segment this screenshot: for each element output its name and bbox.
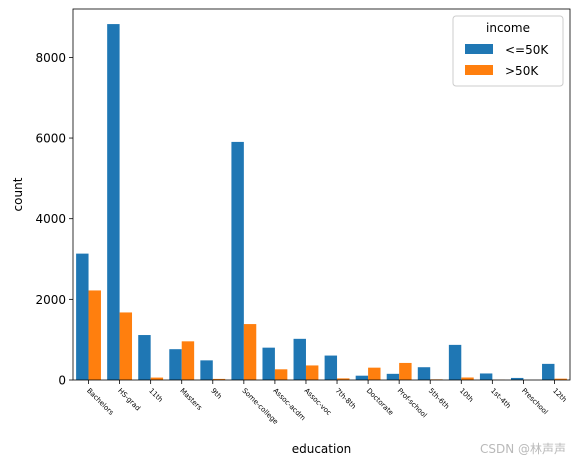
y-tick-label: 2000 — [35, 293, 66, 307]
bar-12th-le50k — [542, 363, 555, 380]
bar-10th-gt50k — [461, 377, 474, 380]
x-tick-label: Masters — [178, 387, 203, 412]
x-tick-label: 5th-6th — [427, 387, 451, 411]
bar-Doctorate-gt50k — [368, 367, 381, 380]
bar-Prof-school-le50k — [386, 373, 400, 380]
bar-HS-grad-gt50k — [119, 312, 133, 380]
y-tick-label: 0 — [58, 374, 66, 388]
bar-Prof-school-gt50k — [399, 362, 412, 380]
bar-12th-gt50k — [554, 378, 567, 380]
x-axis: Bachelors HS-grad 11th Masters 9th Some-colle… — [85, 380, 568, 426]
bar-Assoc-voc-gt50k — [305, 365, 319, 380]
bar-7th-8th-le50k — [324, 355, 338, 380]
bar-Some-college-le50k — [231, 141, 244, 380]
x-axis-label: education — [292, 442, 352, 456]
x-tick-label: 7th-8th — [334, 387, 358, 411]
bar-1st-4th-le50k — [479, 373, 493, 380]
y-tick-label: 6000 — [35, 132, 66, 146]
bar-Doctorate-le50k — [355, 375, 369, 380]
bar-Assoc-acdm-gt50k — [274, 369, 288, 380]
legend-swatch — [465, 44, 493, 54]
x-tick-label: 10th — [458, 387, 475, 404]
bar-Masters-gt50k — [181, 341, 195, 380]
legend-label: <=50K — [505, 43, 549, 57]
bar-Bachelors-le50k — [76, 253, 89, 380]
y-tick-label: 4000 — [35, 212, 66, 226]
bar-10th-le50k — [448, 344, 462, 380]
legend-title: income — [486, 21, 530, 35]
x-tick-label: Doctorate — [365, 387, 395, 417]
bar-5th-6th-le50k — [417, 367, 431, 380]
bar-7th-8th-gt50k — [337, 378, 350, 380]
x-tick-label: 1st-4th — [489, 387, 512, 410]
y-tick-label: 8000 — [35, 51, 66, 65]
bar-Bachelors-gt50k — [88, 290, 101, 380]
bar-9th-gt50k — [212, 378, 226, 380]
x-tick-label: Prof-school — [396, 387, 429, 420]
bar-HS-grad-le50k — [107, 24, 120, 381]
legend: income <=50K >50K — [452, 15, 564, 87]
x-tick-label: 9th — [209, 387, 223, 401]
bar-11th-gt50k — [150, 377, 164, 380]
x-tick-label: 11th — [147, 387, 164, 404]
bar-Some-college-gt50k — [243, 324, 257, 380]
x-tick-label: HS-grad — [116, 387, 142, 413]
y-axis-label: count — [11, 177, 25, 211]
bar-Preschool-le50k — [510, 377, 524, 380]
x-tick-label: Preschool — [520, 387, 549, 416]
x-tick-label: 12th — [551, 387, 568, 404]
x-tick-label: Assoc-voc — [303, 387, 333, 417]
bars-layer — [76, 24, 567, 381]
legend-label: >50K — [505, 64, 539, 78]
bar-Masters-le50k — [169, 349, 182, 380]
bar-9th-le50k — [200, 360, 213, 380]
bar-Assoc-acdm-le50k — [262, 347, 275, 380]
plot-frame — [72, 8, 571, 381]
x-tick-label: Bachelors — [85, 387, 115, 417]
y-axis: 0 2000 4000 6000 8000 — [35, 51, 73, 388]
legend-swatch — [465, 65, 493, 75]
bar-11th-le50k — [138, 335, 151, 380]
watermark: CSDN @林声声 — [479, 442, 566, 456]
bar-Assoc-voc-le50k — [293, 338, 306, 380]
